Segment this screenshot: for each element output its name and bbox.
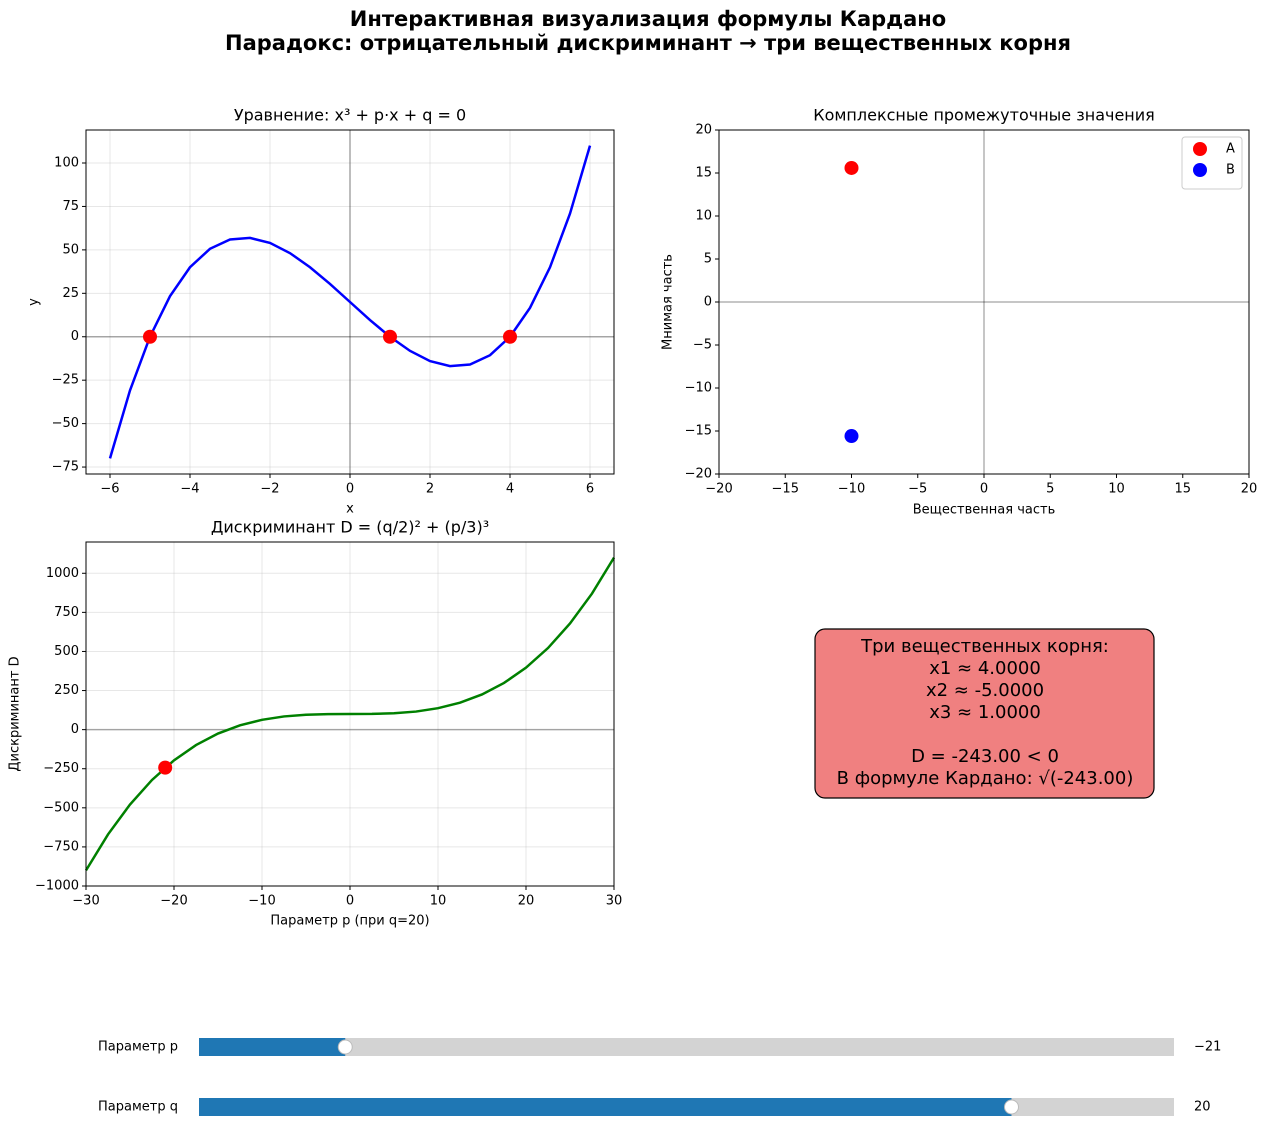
x-axis-label: Параметр p (при q=20) [270, 914, 429, 929]
y-tick-label: 15 [695, 166, 712, 181]
y-axis-label: y [27, 298, 42, 306]
slider-track[interactable] [199, 1038, 1174, 1056]
legend-label: B [1226, 163, 1235, 178]
legend-marker [1193, 163, 1207, 177]
x-tick-label: −20 [160, 894, 187, 909]
y-tick-label: 1000 [46, 566, 79, 581]
y-axis-label: Дискриминант D [8, 656, 23, 771]
x-tick-label: 20 [518, 894, 535, 909]
x-tick-label: −6 [100, 482, 119, 497]
chart-title: Уравнение: x³ + p·x + q = 0 [234, 106, 466, 125]
y-tick-label: 5 [704, 252, 712, 267]
legend-label: A [1226, 142, 1235, 157]
y-tick-label: 500 [54, 644, 79, 659]
point [158, 760, 173, 775]
x-tick-label: −10 [248, 894, 275, 909]
y-tick-label: 750 [54, 605, 79, 620]
x-tick-label: 4 [506, 482, 514, 497]
info-box [814, 628, 1155, 799]
x-tick-label: 20 [1241, 482, 1258, 497]
axes-frame [85, 541, 615, 887]
x-tick-label: 0 [980, 482, 988, 497]
point [844, 160, 859, 175]
chart-title: Комплексные промежуточные значения [813, 106, 1155, 125]
info-line: Три вещественных корня: [860, 636, 1109, 657]
slider-label: Параметр p [98, 1040, 178, 1055]
point [844, 429, 859, 444]
slider-value: 20 [1194, 1100, 1211, 1115]
y-tick-label: −750 [43, 839, 79, 854]
y-tick-label: −50 [52, 416, 79, 431]
x-tick-label: 30 [606, 894, 623, 909]
x-tick-label: −15 [772, 482, 799, 497]
y-tick-label: 75 [62, 199, 79, 214]
axes-frame [718, 129, 1250, 475]
info-line: x2 ≈ -5.0000 [926, 680, 1044, 701]
y-tick-label: 100 [54, 156, 79, 171]
y-tick-label: 0 [71, 329, 79, 344]
y-tick-label: −10 [685, 381, 712, 396]
x-tick-label: −30 [72, 894, 99, 909]
x-tick-label: 6 [586, 482, 594, 497]
info-line: x3 ≈ 1.0000 [929, 702, 1041, 723]
x-tick-label: 10 [1108, 482, 1125, 497]
y-tick-label: −250 [43, 761, 79, 776]
y-tick-label: −500 [43, 800, 79, 815]
y-tick-label: 25 [62, 286, 79, 301]
x-tick-label: 15 [1174, 482, 1191, 497]
x-tick-label: 0 [346, 482, 354, 497]
point [143, 329, 157, 344]
slider-fill [199, 1038, 346, 1056]
axes-frame [85, 129, 615, 475]
slider-value: −21 [1194, 1040, 1221, 1055]
x-axis-label: Вещественная часть [913, 503, 1056, 518]
slider-fill [199, 1098, 1012, 1116]
axes: −30 −20 −10 0 10 20 30 −1000 −750 −500 −250 0 250 500… [8, 518, 623, 929]
y-tick-label: 10 [695, 209, 712, 224]
info-line: x1 ≈ 4.0000 [929, 658, 1041, 679]
x-tick-label: −5 [908, 482, 927, 497]
axes: −20 −15 −10 −5 0 5 10 15 20 −20 −15 −10 −5 0 5 10 15 20 Ко… [661, 106, 1258, 518]
legend-marker [1193, 142, 1207, 156]
x-tick-label: 5 [1046, 482, 1054, 497]
plot-area [719, 130, 1249, 474]
x-axis-label: x [346, 502, 354, 517]
chart-title: Дискриминант D = (q/2)² + (p/3)³ [211, 518, 489, 537]
x-tick-label: −2 [260, 482, 279, 497]
x-tick-label: 10 [430, 894, 447, 909]
y-tick-label: 250 [54, 683, 79, 698]
x-tick-label: 0 [346, 894, 354, 909]
info-line: В формуле Кардано: √(-243.00) [837, 768, 1134, 789]
info-line: D = -243.00 < 0 [911, 746, 1059, 767]
point [503, 329, 517, 344]
slider-handle[interactable] [1004, 1099, 1019, 1115]
x-tick-label: −4 [180, 482, 199, 497]
y-axis-label: Мнимая часть [661, 254, 676, 350]
y-tick-label: 50 [62, 242, 79, 257]
curve [84, 556, 616, 872]
point [383, 329, 397, 344]
y-tick-label: −75 [52, 460, 79, 475]
y-tick-label: 20 [695, 123, 712, 138]
y-tick-label: −1000 [35, 879, 79, 894]
suptitle: Парадокс: отрицательный дискриминант → т… [225, 31, 1071, 55]
slider-label: Параметр q [98, 1100, 178, 1115]
y-tick-label: −5 [693, 338, 712, 353]
y-tick-label: 0 [71, 722, 79, 737]
y-tick-label: −15 [685, 424, 712, 439]
x-tick-label: 2 [426, 482, 434, 497]
x-tick-label: −20 [705, 482, 732, 497]
suptitle: Интерактивная визуализация формулы Карда… [350, 7, 946, 31]
y-tick-label: −20 [685, 467, 712, 482]
axes: −6 −4 −2 0 2 4 6 −75 −50 −25 0 25 50 75 100 Уравнение: … [27, 106, 615, 517]
x-tick-label: −10 [838, 482, 865, 497]
y-tick-label: −25 [52, 373, 79, 388]
slider-handle[interactable] [337, 1039, 353, 1055]
y-tick-label: 0 [704, 295, 712, 310]
